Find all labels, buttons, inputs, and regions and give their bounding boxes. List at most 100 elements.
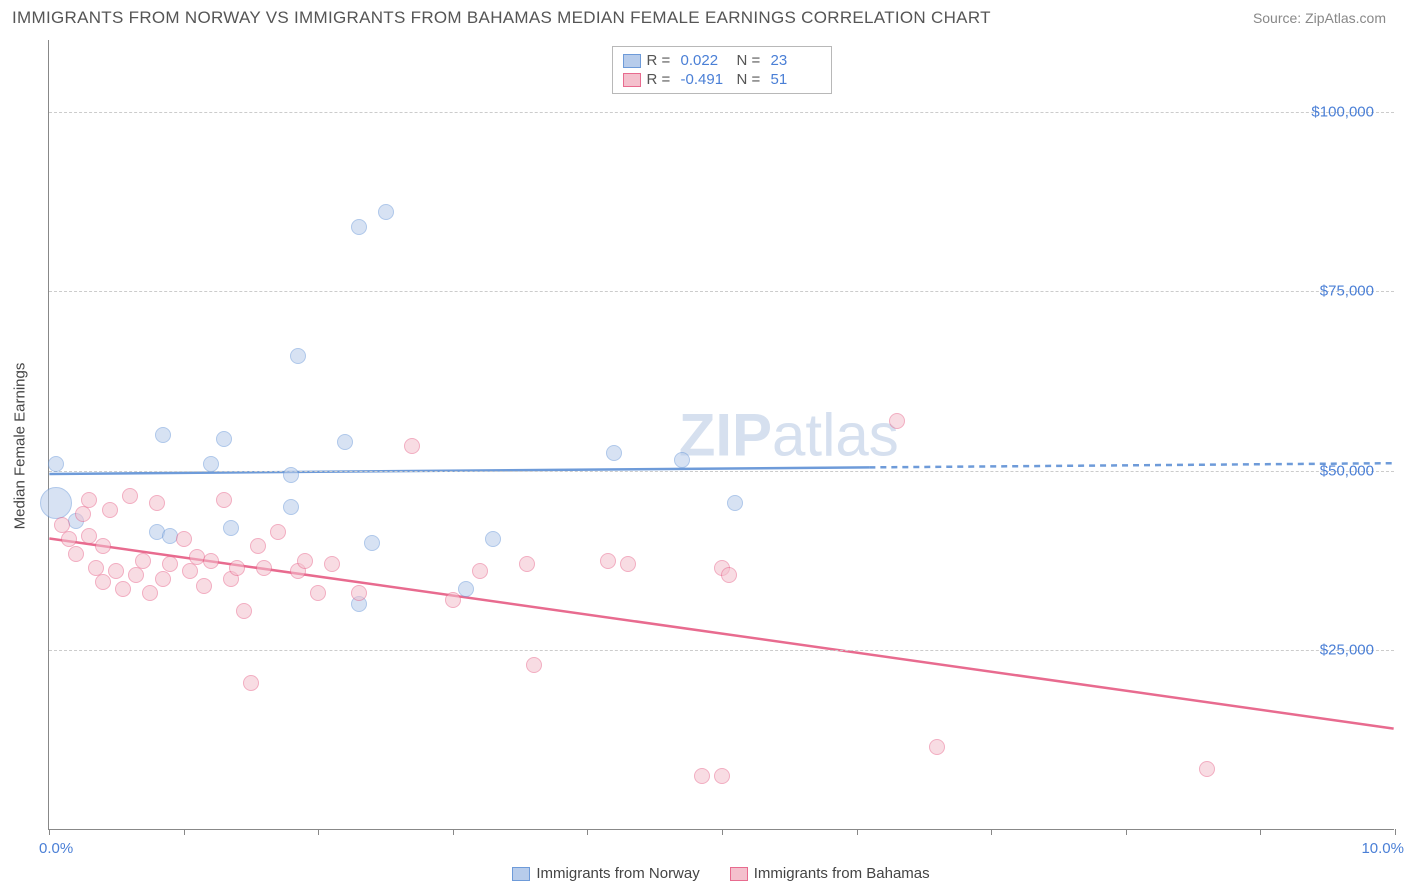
data-point [337, 434, 353, 450]
legend-item: Immigrants from Norway [512, 865, 699, 882]
legend-item-label: Immigrants from Norway [536, 865, 699, 882]
data-point [606, 445, 622, 461]
data-point [122, 488, 138, 504]
legend-row: R = 0.022 N = 23 [623, 51, 821, 70]
y-tick-label: $50,000 [1320, 462, 1374, 479]
scatter-chart: ZIPatlas R = 0.022 N = 23 R = -0.491 N =… [48, 40, 1394, 830]
data-point [929, 739, 945, 755]
chart-header: IMMIGRANTS FROM NORWAY VS IMMIGRANTS FRO… [0, 0, 1406, 32]
data-point [162, 556, 178, 572]
data-point [95, 538, 111, 554]
x-tick [1260, 829, 1261, 835]
data-point [216, 431, 232, 447]
data-point [889, 413, 905, 429]
data-point [526, 657, 542, 673]
data-point [674, 452, 690, 468]
data-point [95, 574, 111, 590]
data-point [48, 456, 64, 472]
x-tick [587, 829, 588, 835]
data-point [250, 538, 266, 554]
data-point [445, 592, 461, 608]
data-point [404, 438, 420, 454]
gridline [49, 291, 1394, 292]
data-point [135, 553, 151, 569]
x-tick [1395, 829, 1396, 835]
data-point [155, 427, 171, 443]
x-tick [184, 829, 185, 835]
data-point [142, 585, 158, 601]
data-point [81, 492, 97, 508]
swatch-icon [623, 54, 641, 68]
data-point [290, 348, 306, 364]
series-legend: Immigrants from Norway Immigrants from B… [48, 865, 1394, 882]
data-point [458, 581, 474, 597]
data-point [324, 556, 340, 572]
x-axis-min-label: 0.0% [39, 840, 73, 857]
swatch-icon [512, 867, 530, 881]
chart-title: IMMIGRANTS FROM NORWAY VS IMMIGRANTS FRO… [12, 8, 991, 28]
chart-source: Source: ZipAtlas.com [1253, 10, 1386, 26]
data-point [351, 585, 367, 601]
data-point [68, 546, 84, 562]
data-point [620, 556, 636, 572]
trendlines-layer [49, 40, 1394, 829]
data-point [128, 567, 144, 583]
x-tick [722, 829, 723, 835]
y-tick-label: $25,000 [1320, 642, 1374, 659]
x-tick [49, 829, 50, 835]
x-tick [318, 829, 319, 835]
y-tick-label: $75,000 [1320, 283, 1374, 300]
data-point [364, 535, 380, 551]
data-point [351, 219, 367, 235]
data-point [283, 499, 299, 515]
data-point [216, 492, 232, 508]
y-axis-label: Median Female Earnings [12, 363, 29, 530]
data-point [155, 571, 171, 587]
data-point [243, 675, 259, 691]
data-point [256, 560, 272, 576]
data-point [485, 531, 501, 547]
legend-item-label: Immigrants from Bahamas [754, 865, 930, 882]
data-point [600, 553, 616, 569]
watermark: ZIPatlas [679, 400, 899, 469]
data-point [378, 204, 394, 220]
correlation-legend: R = 0.022 N = 23 R = -0.491 N = 51 [612, 46, 832, 94]
data-point [102, 502, 118, 518]
data-point [81, 528, 97, 544]
data-point [1199, 761, 1215, 777]
legend-item: Immigrants from Bahamas [730, 865, 930, 882]
x-tick [857, 829, 858, 835]
gridline [49, 112, 1394, 113]
data-point [115, 581, 131, 597]
x-axis-max-label: 10.0% [1361, 840, 1404, 857]
swatch-icon [730, 867, 748, 881]
data-point [176, 531, 192, 547]
data-point [40, 487, 72, 519]
data-point [203, 553, 219, 569]
data-point [472, 563, 488, 579]
data-point [721, 567, 737, 583]
swatch-icon [623, 73, 641, 87]
data-point [75, 506, 91, 522]
data-point [714, 768, 730, 784]
gridline [49, 650, 1394, 651]
x-tick [453, 829, 454, 835]
data-point [223, 520, 239, 536]
data-point [727, 495, 743, 511]
x-tick [1126, 829, 1127, 835]
data-point [196, 578, 212, 594]
legend-row: R = -0.491 N = 51 [623, 70, 821, 89]
data-point [236, 603, 252, 619]
y-tick-label: $100,000 [1311, 103, 1374, 120]
data-point [270, 524, 286, 540]
data-point [283, 467, 299, 483]
data-point [149, 495, 165, 511]
x-tick [991, 829, 992, 835]
data-point [519, 556, 535, 572]
data-point [108, 563, 124, 579]
data-point [182, 563, 198, 579]
data-point [310, 585, 326, 601]
data-point [229, 560, 245, 576]
data-point [203, 456, 219, 472]
data-point [297, 553, 313, 569]
